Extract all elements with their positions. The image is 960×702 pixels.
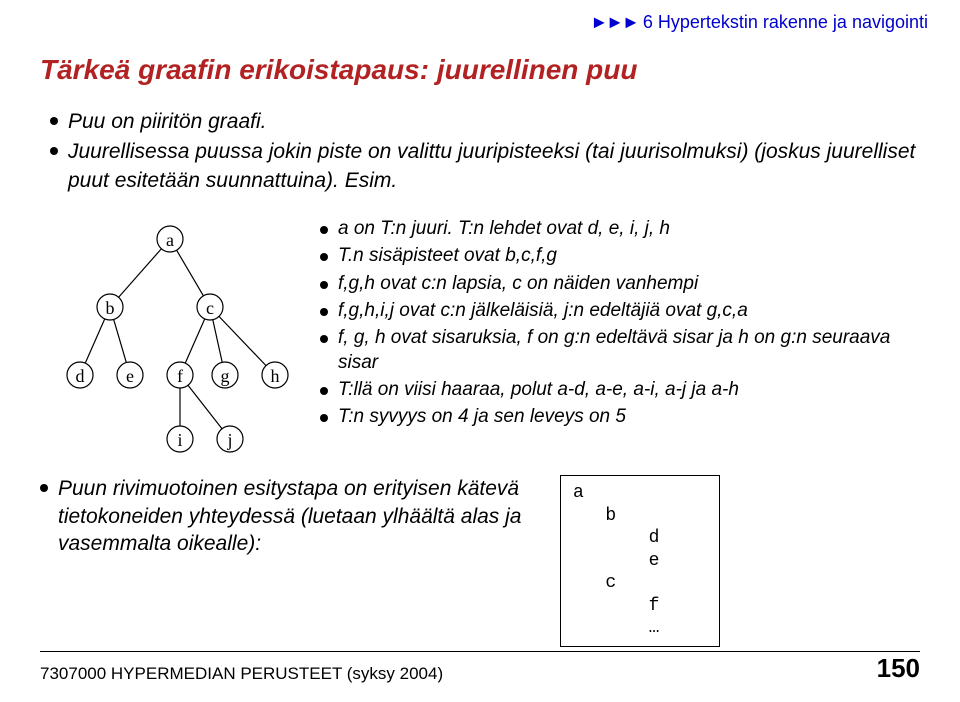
intro-item: Juurellisessa puussa jokin piste on vali… — [50, 138, 920, 195]
tree-edge — [114, 320, 127, 363]
tree-edge — [213, 320, 222, 363]
footer-divider — [40, 651, 920, 652]
header-arrows: ►►► — [590, 12, 637, 32]
bullet-icon — [50, 147, 58, 155]
page-title: Tärkeä graafin erikoistapaus: juurelline… — [40, 54, 920, 86]
bullet-icon — [320, 335, 328, 343]
fact-text: T:n syvyys on 4 ja sen leveys on 5 — [338, 405, 626, 429]
fact-text: T.n sisäpisteet ovat b,c,f,g — [338, 244, 557, 268]
fact-item: f, g, h ovat sisaruksia, f on g:n edeltä… — [320, 326, 920, 375]
tree-node-label: j — [226, 430, 232, 450]
bullet-icon — [320, 226, 328, 234]
tree-node-label: d — [76, 366, 85, 386]
tree-diagram: a b c d e f g h i j — [40, 217, 320, 457]
bullet-icon — [40, 484, 48, 492]
tree-edge — [185, 319, 205, 363]
tree-node-label: f — [177, 366, 183, 386]
tree-node-label: c — [206, 298, 214, 318]
fact-text: f, g, h ovat sisaruksia, f on g:n edeltä… — [338, 326, 920, 375]
tree-svg: a b c d e f g h i j — [50, 217, 310, 457]
bullet-icon — [320, 308, 328, 316]
bullet-icon — [50, 117, 58, 125]
bullet-icon — [320, 253, 328, 261]
intro-item: Puu on piiritön graafi. — [50, 108, 920, 136]
fact-text: T:llä on viisi haaraa, polut a-d, a-e, a… — [338, 378, 739, 402]
tree-edge — [119, 249, 162, 298]
fact-text: f,g,h,i,j ovat c:n jälkeläisiä, j:n edel… — [338, 299, 748, 323]
tree-node-label: g — [221, 366, 230, 386]
fact-item: T:llä on viisi haaraa, polut a-d, a-e, a… — [320, 378, 920, 402]
fact-item: f,g,h,i,j ovat c:n jälkeläisiä, j:n edel… — [320, 299, 920, 323]
tree-edge — [219, 316, 266, 365]
fact-text: f,g,h ovat c:n lapsia, c on näiden vanhe… — [338, 272, 698, 296]
indented-tree-box: a b d e c f … — [560, 475, 720, 647]
fact-item: f,g,h ovat c:n lapsia, c on näiden vanhe… — [320, 272, 920, 296]
footer-course: 7307000 HYPERMEDIAN PERUSTEET (syksy 200… — [40, 664, 443, 684]
intro-text: Juurellisessa puussa jokin piste on vali… — [68, 138, 920, 195]
tree-node-label: a — [166, 230, 174, 250]
fact-item: T:n syvyys on 4 ja sen leveys on 5 — [320, 405, 920, 429]
tree-node-label: b — [106, 298, 115, 318]
tree-node-label: e — [126, 366, 134, 386]
facts-list: a on T:n juuri. T:n lehdet ovat d, e, i,… — [320, 217, 920, 457]
tree-edge — [188, 385, 222, 429]
intro-text: Puu on piiritön graafi. — [68, 108, 266, 136]
header-chapter: ►►► 6 Hypertekstin rakenne ja navigointi — [590, 12, 928, 33]
bottom-intro-block: Puun rivimuotoinen esitystapa on erityis… — [40, 475, 560, 647]
tree-edge — [177, 250, 204, 296]
fact-item: T.n sisäpisteet ovat b,c,f,g — [320, 244, 920, 268]
intro-block: Puu on piiritön graafi. Juurellisessa pu… — [50, 108, 920, 195]
tree-node-label: h — [271, 366, 280, 386]
tree-node-label: i — [177, 430, 182, 450]
tree-edge — [85, 319, 105, 363]
bullet-icon — [320, 387, 328, 395]
fact-text: a on T:n juuri. T:n lehdet ovat d, e, i,… — [338, 217, 670, 241]
fact-item: a on T:n juuri. T:n lehdet ovat d, e, i,… — [320, 217, 920, 241]
bullet-icon — [320, 281, 328, 289]
bottom-intro-text: Puun rivimuotoinen esitystapa on erityis… — [58, 475, 560, 558]
header-chapter-text: 6 Hypertekstin rakenne ja navigointi — [643, 12, 928, 32]
footer-page-number: 150 — [877, 653, 920, 684]
bullet-icon — [320, 414, 328, 422]
